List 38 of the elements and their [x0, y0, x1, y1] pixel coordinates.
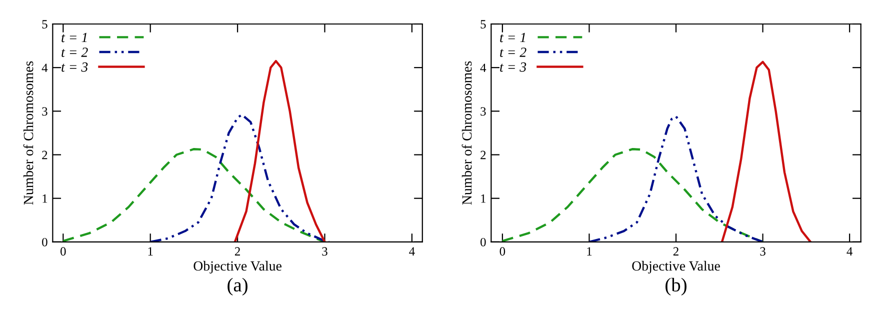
x-tick-label: 0: [60, 247, 66, 256]
x-axis-title: Objective Value: [632, 260, 720, 274]
y-tick-label: 3: [480, 107, 486, 116]
y-tick-label: 3: [42, 107, 48, 116]
x-tick-label: 3: [322, 247, 328, 256]
legend-label: t = 3: [500, 62, 526, 72]
legend-label: t = 1: [62, 32, 87, 42]
x-tick-label: 4: [846, 247, 852, 256]
y-tick-label: 2: [480, 150, 486, 160]
y-tick-label: 4: [42, 64, 48, 72]
y-axis-title: Number of Chromosomes: [23, 61, 34, 205]
text: (a): [228, 278, 248, 296]
legend-label: t = 1: [500, 32, 526, 42]
y-axis-title: Number of Chromosomes: [462, 61, 472, 205]
x-tick-label: 2: [234, 247, 240, 256]
y-tick-label: 5: [480, 20, 486, 28]
y-tick-label: 2: [42, 150, 48, 160]
x-tick-label: 0: [500, 247, 506, 256]
y-tick-label: 1: [42, 194, 48, 203]
y-tick-label: 0: [42, 238, 48, 246]
x-tick-label: 3: [760, 247, 766, 256]
legend-label: t = 2: [500, 48, 526, 57]
x-tick-label: 1: [148, 247, 153, 256]
text: (b): [666, 278, 686, 296]
line-series: [588, 115, 764, 242]
y-tick-label: 1: [481, 194, 486, 203]
legend-label: t = 3: [62, 62, 88, 72]
x-axis-title: Objective Value: [194, 260, 282, 274]
x-tick-label: 1: [587, 247, 592, 256]
line-series: [501, 148, 764, 242]
legend-label: t = 2: [62, 48, 88, 57]
y-tick-label: 4: [480, 64, 486, 72]
y-tick-label: 0: [480, 238, 486, 246]
line-series: [720, 60, 812, 242]
line-series: [234, 60, 326, 242]
y-tick-label: 5: [42, 20, 48, 28]
x-tick-label: 2: [673, 247, 678, 256]
x-tick-label: 4: [409, 247, 415, 256]
